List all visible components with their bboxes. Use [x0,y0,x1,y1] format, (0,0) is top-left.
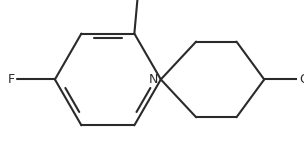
Text: N: N [149,73,158,86]
Text: F: F [7,73,15,86]
Text: OH: OH [299,73,304,86]
